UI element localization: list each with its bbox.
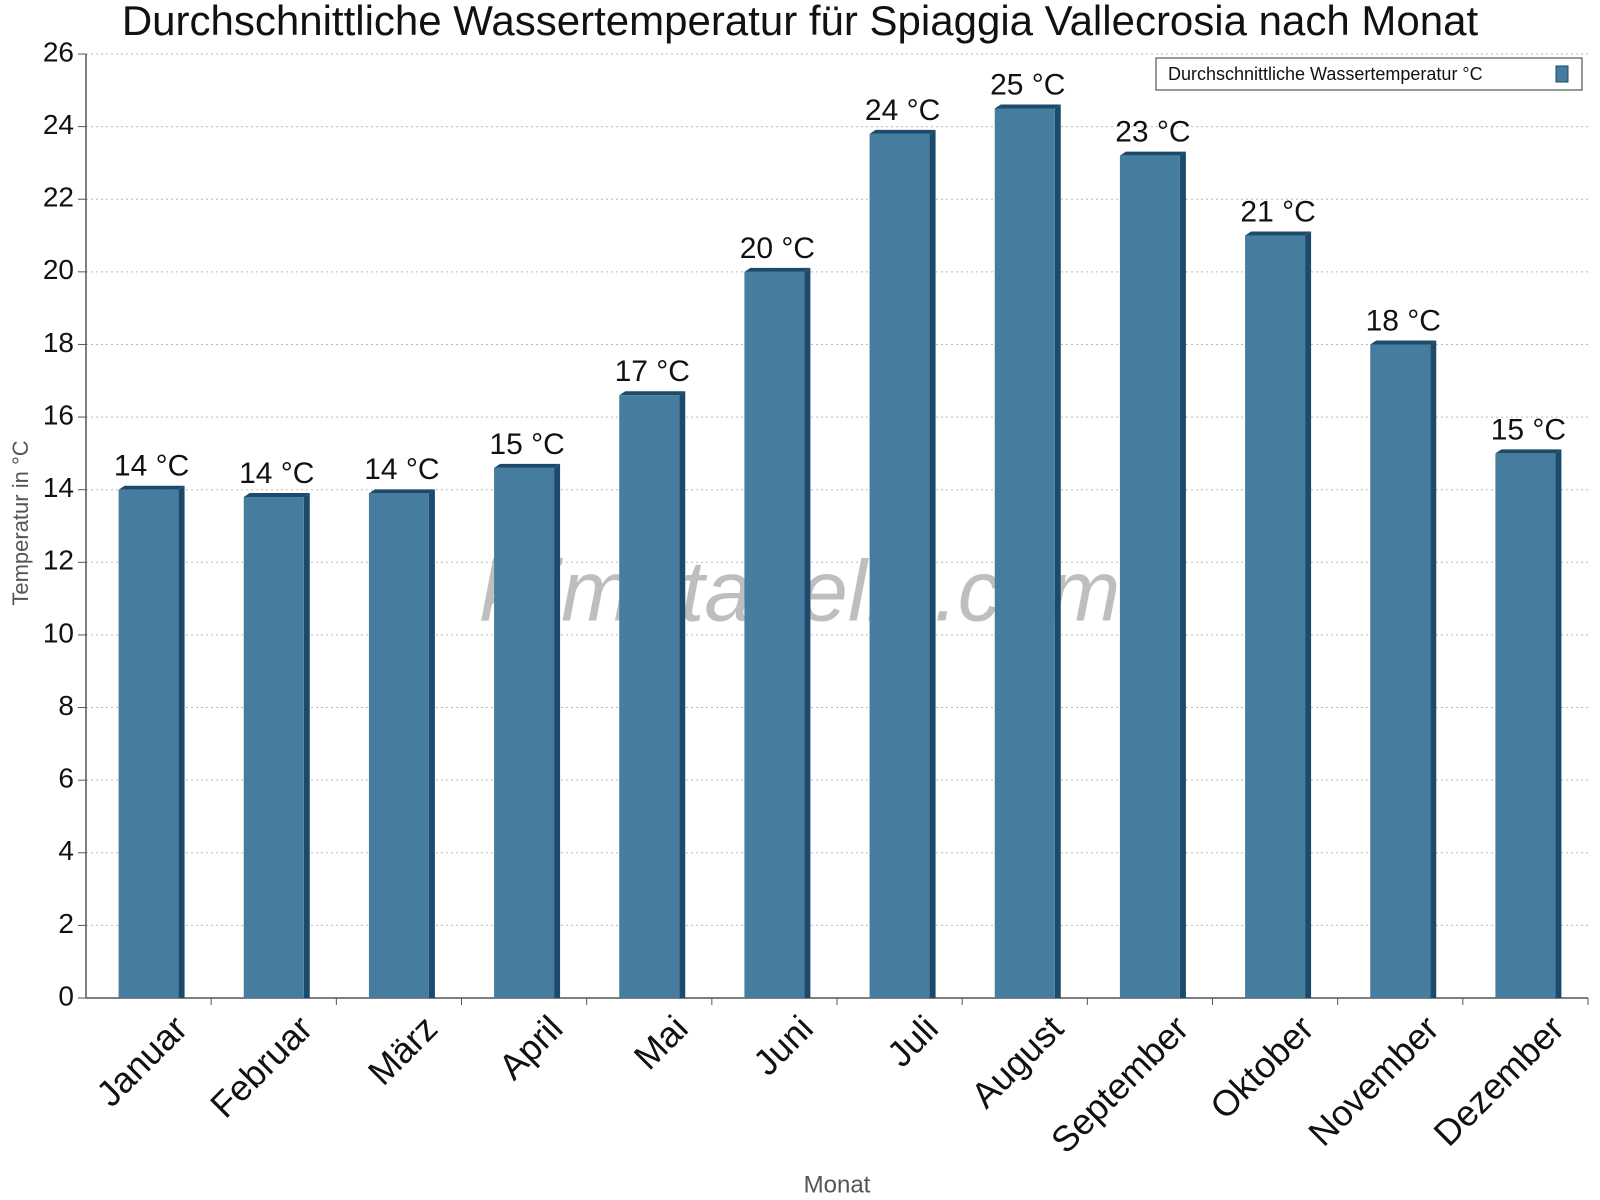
bar-side	[303, 492, 310, 998]
value-label: 15 °C	[489, 428, 564, 461]
y-tick-label: 14	[43, 472, 74, 503]
bar	[243, 496, 304, 998]
y-tick-label: 0	[58, 980, 74, 1011]
value-label: 25 °C	[990, 68, 1065, 101]
x-axis-label: Monat	[804, 1171, 871, 1198]
bar	[368, 493, 429, 998]
y-tick-label: 26	[43, 36, 74, 67]
bar-side	[428, 489, 435, 998]
bar-top	[1495, 449, 1562, 454]
bar-side	[679, 391, 686, 998]
bar	[118, 489, 179, 998]
legend-label: Durchschnittliche Wassertemperatur °C	[1168, 64, 1483, 84]
y-tick-label: 24	[43, 109, 74, 140]
bar-side	[804, 267, 811, 998]
bar-top	[494, 463, 561, 468]
bar	[1119, 155, 1180, 998]
y-tick-label: 22	[43, 182, 74, 213]
bar	[994, 108, 1055, 998]
bar-side	[1430, 340, 1437, 998]
bar	[1370, 344, 1431, 998]
bar-top	[869, 129, 936, 134]
value-label: 15 °C	[1491, 413, 1566, 446]
y-tick-label: 16	[43, 399, 74, 430]
value-label: 21 °C	[1240, 195, 1315, 228]
bar-side	[1054, 104, 1061, 998]
bar-top	[1245, 231, 1312, 236]
chart-title: Durchschnittliche Wassertemperatur für S…	[122, 0, 1479, 44]
value-label: 14 °C	[364, 453, 439, 486]
y-tick-label: 2	[58, 908, 74, 939]
value-label: 20 °C	[740, 232, 815, 265]
value-label: 17 °C	[615, 355, 690, 388]
y-tick-label: 4	[58, 835, 74, 866]
bar-side	[1305, 231, 1312, 999]
y-tick-label: 10	[43, 617, 74, 648]
value-label: 14 °C	[114, 450, 189, 483]
bar-side	[178, 485, 185, 998]
bar	[1495, 453, 1556, 998]
value-label: 14 °C	[239, 457, 314, 490]
value-label: 23 °C	[1115, 116, 1190, 149]
bar-side	[929, 129, 936, 998]
y-tick-label: 20	[43, 254, 74, 285]
bar-top	[1119, 151, 1186, 156]
legend-box	[1155, 57, 1583, 91]
bar	[1245, 235, 1306, 999]
bar-side	[1179, 151, 1186, 998]
bar	[494, 467, 555, 998]
y-tick-label: 12	[43, 545, 74, 576]
bar	[619, 395, 680, 998]
bar-side	[1555, 449, 1562, 998]
bar	[744, 271, 805, 998]
y-tick-label: 6	[58, 763, 74, 794]
value-label: 18 °C	[1366, 304, 1441, 337]
bar-top	[118, 485, 185, 490]
y-tick-label: 8	[58, 690, 74, 721]
bar-side	[554, 463, 561, 998]
y-axis-label: Temperatur in °C	[8, 440, 33, 605]
bar-top	[243, 492, 310, 497]
bar-top	[994, 104, 1061, 109]
bar-top	[619, 391, 686, 396]
bar-top	[368, 489, 435, 494]
bar	[869, 133, 930, 998]
legend-swatch	[1555, 65, 1569, 83]
bar-top	[744, 267, 811, 272]
bar-top	[1370, 340, 1437, 345]
y-tick-label: 18	[43, 327, 74, 358]
value-label: 24 °C	[865, 94, 940, 127]
